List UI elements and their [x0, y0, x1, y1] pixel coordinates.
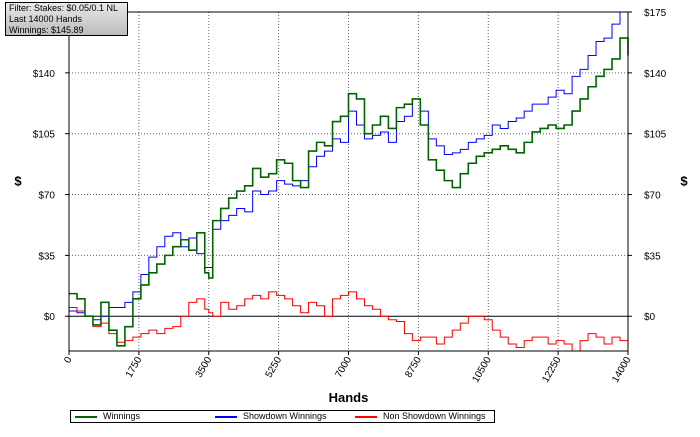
x-tick-label: 12250 [540, 355, 564, 385]
legend-swatch-showdown [215, 415, 237, 418]
non-showdown-winnings-line [69, 291, 629, 352]
legend-swatch-non-showdown [355, 415, 377, 418]
y-tick-label-right: $35 [644, 251, 661, 262]
legend-label-winnings: Winnings [103, 411, 141, 421]
legend-item-winnings: Winnings [75, 411, 140, 422]
y-tick-label-left: $35 [38, 251, 55, 262]
legend: Winnings Showdown Winnings Non Showdown … [70, 410, 495, 423]
y-tick-label-right: $70 [644, 191, 661, 202]
x-tick-label: 10500 [470, 355, 494, 385]
filter-line: Filter: Stakes: $0.05/0.1 NL [9, 3, 119, 13]
winnings-line: Winnings: $145.89 [9, 25, 84, 35]
x-axis-title: Hands [329, 390, 369, 405]
legend-label-non-showdown: Non Showdown Winnings [383, 411, 486, 421]
x-tick-label: 5250 [264, 355, 285, 380]
legend-item-showdown: Showdown Winnings [215, 411, 327, 422]
y-tick-label-left: $105 [33, 130, 56, 141]
y-tick-label-left: $70 [38, 191, 55, 202]
x-tick-label: 1750 [124, 355, 145, 380]
y-tick-label-left: $140 [33, 69, 56, 80]
y-tick-label-right: $140 [644, 69, 667, 80]
y-tick-label-right: $105 [644, 130, 667, 141]
legend-item-non-showdown: Non Showdown Winnings [355, 411, 486, 422]
legend-swatch-winnings [75, 415, 97, 418]
x-tick-label: 0 [62, 355, 75, 366]
x-tick-label: 3500 [194, 355, 215, 380]
grid [69, 12, 628, 351]
y-tick-label-right: $0 [644, 312, 656, 323]
showdown-winnings-line [69, 11, 629, 321]
hands-line: Last 14000 Hands [9, 14, 83, 24]
series-lines [69, 11, 629, 352]
y-tick-label-right: $175 [644, 8, 667, 19]
legend-label-showdown: Showdown Winnings [243, 411, 327, 421]
x-tick-label: 14000 [610, 355, 634, 385]
winnings-line [69, 37, 629, 347]
y-axis-title-right: $ [680, 174, 688, 189]
y-axis-title: $ [14, 174, 22, 189]
x-tick-label: 7000 [333, 355, 354, 380]
axis-ticks: 0 1750 3500 5250 7000 8750 10500 12250 14000 $0 $0… [33, 8, 667, 385]
y-tick-label-left: $0 [44, 312, 56, 323]
x-tick-label: 8750 [403, 355, 424, 380]
filter-info-box: Filter: Stakes: $0.05/0.1 NL Last 14000 … [5, 2, 128, 36]
